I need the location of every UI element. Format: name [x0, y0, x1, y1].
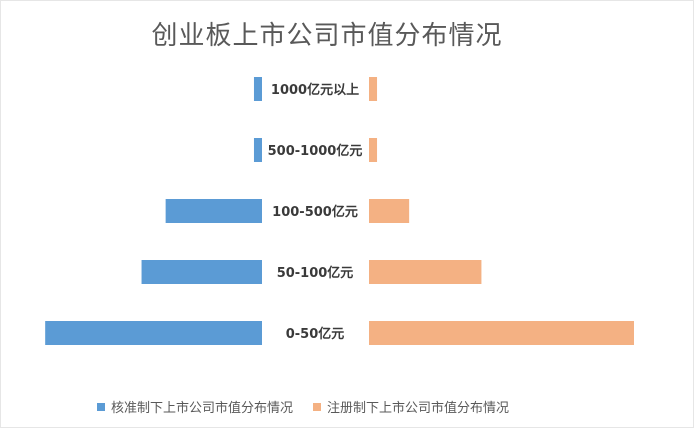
- legend-swatch-approval: [97, 402, 105, 411]
- bar-registration-3: [369, 260, 482, 284]
- bar-registration-1: [369, 138, 378, 162]
- legend-label-approval: 核准制下上市公司市值分布情况: [111, 401, 294, 416]
- bar-registration-0: [369, 77, 378, 101]
- chart-title: 创业板上市公司市值分布情况: [151, 21, 503, 51]
- bar-registration-4: [369, 321, 634, 345]
- legend-item-registration: 注册制下上市公司市值分布情况: [313, 397, 509, 416]
- bar-approval-4: [45, 321, 262, 345]
- legend-label-registration: 注册制下上市公司市值分布情况: [327, 401, 510, 416]
- category-label-3: 50-100亿元: [277, 265, 354, 281]
- category-label-1: 500-1000亿元: [268, 143, 363, 159]
- bar-approval-0: [253, 77, 262, 101]
- bar-registration-2: [369, 199, 410, 223]
- category-label-4: 0-50亿元: [286, 326, 345, 342]
- legend-swatch-registration: [313, 402, 322, 411]
- legend-item-approval: 核准制下上市公司市值分布情况: [97, 397, 293, 416]
- category-label-0: 1000亿元以上: [271, 82, 359, 98]
- category-label-2: 100-500亿元: [272, 204, 358, 220]
- bar-approval-3: [141, 260, 262, 284]
- legend: 核准制下上市公司市值分布情况 注册制下上市公司市值分布情况: [97, 397, 529, 416]
- bar-approval-1: [253, 138, 262, 162]
- bar-approval-2: [165, 199, 262, 223]
